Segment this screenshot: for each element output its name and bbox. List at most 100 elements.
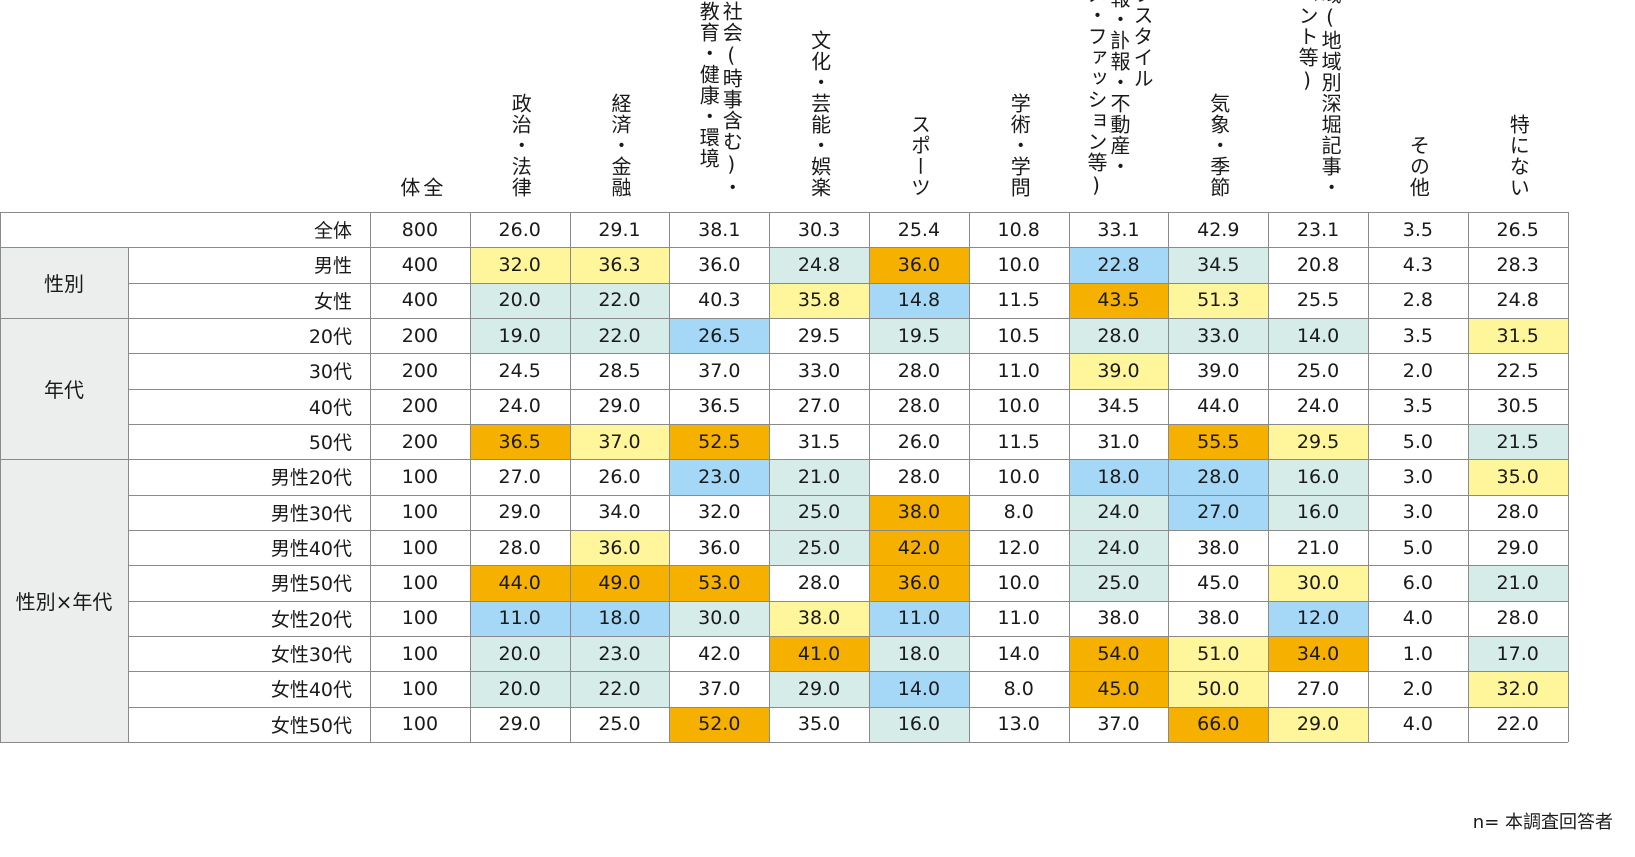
data-cell: 10.0 xyxy=(997,253,1040,276)
data-cell: 37.0 xyxy=(698,677,741,700)
row-label: 女性30代 xyxy=(270,644,352,667)
data-cell: 28.3 xyxy=(1496,253,1539,276)
data-cell: 19.0 xyxy=(469,317,570,354)
data-cell: 29.0 xyxy=(498,713,541,736)
data-cell: 25.0 xyxy=(769,494,869,530)
column-header-none: 特にない xyxy=(1468,0,1568,212)
grid-line xyxy=(869,212,870,742)
data-cell: 38.1 xyxy=(698,218,741,241)
data-cell: 25.5 xyxy=(1296,289,1340,312)
data-cell: 27.0 xyxy=(797,395,841,418)
data-cell: 16.0 xyxy=(1268,459,1368,495)
data-cell: 28.0 xyxy=(897,465,941,488)
data-cell: 42.0 xyxy=(869,529,969,566)
data-cell: 26.0 xyxy=(498,218,541,241)
column-header-label: 学術・学問 xyxy=(1007,93,1032,198)
data-cell: 27.0 xyxy=(1168,494,1269,530)
column-header-society: 社会(時事含む)・ 教育・健康・環境 xyxy=(669,0,769,212)
data-cell: 49.0 xyxy=(569,565,670,601)
data-cell: 26.5 xyxy=(1496,218,1539,241)
grid-line xyxy=(769,212,771,742)
data-cell: 21.0 xyxy=(1467,565,1568,601)
data-cell: 30.0 xyxy=(1268,565,1368,601)
footnote: n= 本調査回答者 xyxy=(1472,812,1613,833)
data-cell: 10.0 xyxy=(997,571,1040,594)
data-cell: 26.5 xyxy=(669,317,770,354)
data-cell: 20.0 xyxy=(469,635,570,672)
data-cell: 2.0 xyxy=(1402,359,1433,382)
data-cell: 28.0 xyxy=(897,359,941,382)
row-label: 女性20代 xyxy=(270,608,352,631)
row-label: 40代 xyxy=(308,396,352,419)
row-label: 男性40代 xyxy=(270,538,352,561)
data-cell: 40.3 xyxy=(698,289,741,312)
data-cell: 21.5 xyxy=(1467,423,1568,460)
data-cell: 5.0 xyxy=(1402,536,1433,559)
data-cell: 22.0 xyxy=(1496,713,1539,736)
data-cell: 29.5 xyxy=(797,324,841,347)
data-cell: 3.5 xyxy=(1402,324,1433,347)
data-cell: 38.0 xyxy=(1197,607,1240,630)
column-header-lifestyle: ライフスタイル (朗報・訃報・不動産・ グルメ・ファッション等) xyxy=(1069,0,1169,212)
data-cell: 29.5 xyxy=(1268,423,1368,460)
data-cell: 14.0 xyxy=(1268,317,1368,354)
data-cell: 10.0 xyxy=(997,395,1040,418)
cell-n: 100 xyxy=(401,571,439,594)
data-cell: 35.0 xyxy=(1467,459,1568,495)
data-cell: 28.5 xyxy=(598,359,641,382)
data-cell: 11.0 xyxy=(997,359,1040,382)
data-cell: 10.5 xyxy=(997,324,1040,347)
data-cell: 25.0 xyxy=(1296,359,1340,382)
grid-line xyxy=(128,247,129,742)
row-label: 女性50代 xyxy=(270,714,352,737)
grid-line xyxy=(128,423,1568,425)
data-cell: 37.0 xyxy=(698,359,741,382)
data-cell: 26.0 xyxy=(598,465,641,488)
grid-line xyxy=(569,212,571,742)
data-cell: 32.0 xyxy=(469,247,570,283)
column-header-weather: 気象・季節 xyxy=(1168,0,1268,212)
data-cell: 18.0 xyxy=(1068,459,1169,495)
data-cell: 37.0 xyxy=(569,423,670,460)
grid-line xyxy=(128,388,1568,390)
data-cell: 11.5 xyxy=(997,430,1040,453)
data-cell: 4.0 xyxy=(1402,607,1433,630)
column-header-other: その他 xyxy=(1368,0,1468,212)
data-cell: 11.0 xyxy=(869,600,969,636)
data-cell: 31.5 xyxy=(1467,317,1568,354)
cell-n: 100 xyxy=(401,642,439,665)
row-label: 全体 xyxy=(313,220,352,243)
data-cell: 52.5 xyxy=(669,423,770,460)
data-cell: 20.0 xyxy=(469,282,570,318)
data-cell: 19.5 xyxy=(869,317,969,354)
data-cell: 36.0 xyxy=(698,253,741,276)
data-cell: 28.0 xyxy=(498,536,541,559)
data-cell: 14.8 xyxy=(869,282,969,318)
data-cell: 22.0 xyxy=(569,282,670,318)
grid-line xyxy=(0,317,1568,319)
data-cell: 35.8 xyxy=(769,282,869,318)
data-cell: 45.0 xyxy=(1068,671,1169,707)
grid-line xyxy=(128,706,1568,708)
data-cell: 22.5 xyxy=(1496,359,1539,382)
data-cell: 39.0 xyxy=(1197,359,1240,382)
data-cell: 23.0 xyxy=(669,459,770,495)
grid-line xyxy=(0,459,1568,461)
data-cell: 34.0 xyxy=(598,501,641,524)
data-cell: 25.4 xyxy=(897,218,941,241)
row-group-label: 性別×年代 xyxy=(0,459,128,742)
data-cell: 24.8 xyxy=(1496,289,1539,312)
data-cell: 30.3 xyxy=(797,218,841,241)
grid-line xyxy=(128,600,1568,602)
data-cell: 24.0 xyxy=(1296,395,1340,418)
grid-line xyxy=(0,247,1568,249)
data-cell: 24.5 xyxy=(498,359,541,382)
data-cell: 42.0 xyxy=(698,642,741,665)
data-cell: 34.5 xyxy=(1168,247,1269,283)
row-label: 20代 xyxy=(308,326,352,349)
cell-n: 100 xyxy=(401,713,439,736)
data-cell: 6.0 xyxy=(1402,571,1433,594)
data-cell: 31.5 xyxy=(797,430,841,453)
grid-line xyxy=(128,494,1568,496)
